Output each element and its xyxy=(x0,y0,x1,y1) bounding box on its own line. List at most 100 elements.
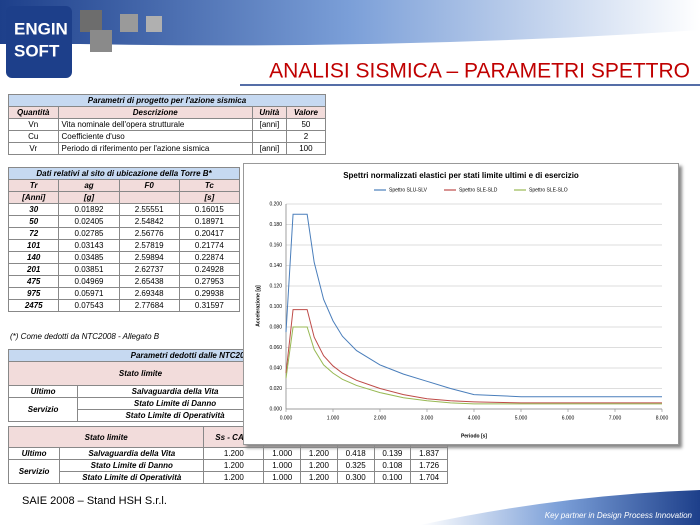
y-tick-label: 0.160 xyxy=(269,242,282,248)
table-cell: Unità xyxy=(251,106,287,119)
table-cell: 1.726 xyxy=(410,459,448,472)
footer-band xyxy=(420,490,700,525)
table-cell: 0.04969 xyxy=(58,275,120,288)
table-cell: 50 xyxy=(7,215,60,228)
table-cell: 0.139 xyxy=(373,447,412,460)
y-tick-label: 0.040 xyxy=(269,365,282,371)
x-tick-label: 7.000 xyxy=(609,415,622,421)
table-cell: 2.55551 xyxy=(118,203,180,216)
table-cell: 0.03485 xyxy=(58,251,120,264)
table-cell: 2475 xyxy=(7,299,60,312)
table-cell: Valore xyxy=(285,106,327,119)
table-cell: 0.20417 xyxy=(178,227,241,240)
table-row: Servizio Stato Limite di Danno 1.200 1.000 1… xyxy=(7,459,448,484)
logo-text: ENGIN xyxy=(14,19,68,38)
table-cell: 1.200 xyxy=(300,459,338,472)
slide-title: ANALISI SISMICA – PARAMETRI SPETTRO xyxy=(269,60,690,83)
table-cell: 1.200 xyxy=(203,447,265,460)
table-row: Cu Coefficiente d'uso 2 xyxy=(8,130,327,143)
table-cell: 0.18971 xyxy=(178,215,241,228)
table-cell xyxy=(251,130,287,143)
x-tick-label: 4.000 xyxy=(468,415,481,421)
site-table: Dati relativi al sito di ubicazione dell… xyxy=(7,167,241,312)
footer-right: Key partner in Design Process Innovation xyxy=(545,511,693,520)
table-row: 101 0.03143 2.57819 0.21774 xyxy=(7,239,241,252)
logo-box xyxy=(6,6,72,78)
legend-label: Spettro SLU-SLV xyxy=(389,187,428,193)
table-row: Dati relativi al sito di ubicazione dell… xyxy=(8,167,240,180)
table-cell: 0.03851 xyxy=(58,263,120,276)
table-cell: Servizio xyxy=(7,459,61,484)
table-cell: 1.000 xyxy=(263,447,302,460)
table-cell: 2.69348 xyxy=(118,287,180,300)
table-row: 50 0.02405 2.54842 0.18971 xyxy=(7,215,241,228)
table-cell: Vn xyxy=(8,118,59,131)
table-cell: [anni] xyxy=(251,142,287,155)
x-tick-label: 0.000 xyxy=(280,415,293,421)
table-cell: 2.56776 xyxy=(118,227,180,240)
logo-photo xyxy=(120,14,138,32)
table-cell: [anni] xyxy=(251,118,287,131)
table-cell: F0 xyxy=(118,179,180,192)
table-cell: Periodo di riferimento per l'azione sism… xyxy=(57,142,253,155)
table-cell: 140 xyxy=(7,251,60,264)
y-tick-label: 0.100 xyxy=(269,304,282,310)
y-tick-label: 0.060 xyxy=(269,345,282,351)
logo-photo xyxy=(80,10,102,32)
series-line xyxy=(285,309,662,404)
table-cell: 0.325 xyxy=(336,459,375,472)
chart: Spettri normalizzati elastici per stati … xyxy=(255,171,668,439)
table-cell: 0.29938 xyxy=(178,287,241,300)
table-cell: 50 xyxy=(285,118,327,131)
table-cell: 1.000 xyxy=(263,471,302,484)
table-cell: [s] xyxy=(178,191,241,204)
table-cell: [g] xyxy=(58,191,120,204)
table-cell: Stato limite xyxy=(7,426,205,448)
table-cell: 101 xyxy=(7,239,60,252)
design-table: Parametri di progetto per l'azione sismi… xyxy=(8,94,327,155)
logo-photo xyxy=(146,16,162,32)
table-row: Tr ag F0 Tc xyxy=(7,179,241,192)
table-cell: 201 xyxy=(7,263,60,276)
table-row: Vn Vita nominale dell'opera strutturale [a… xyxy=(8,118,327,131)
table-cell: 1.704 xyxy=(410,471,448,484)
site-note: (*) Come dedotti da NTC2008 - Allegato B xyxy=(10,332,160,341)
table-row: [Anni] [g] [s] xyxy=(7,191,241,204)
table-cell: Descrizione xyxy=(57,106,253,119)
table-cell: 72 xyxy=(7,227,60,240)
table-cell: 100 xyxy=(285,142,327,155)
table-row: 72 0.02785 2.56776 0.20417 xyxy=(7,227,241,240)
table-cell: Tr xyxy=(7,179,60,192)
table-cell: Parametri di progetto per l'azione sismi… xyxy=(8,94,326,107)
table-row: Vr Periodo di riferimento per l'azione si… xyxy=(8,142,327,155)
x-tick-label: 5.000 xyxy=(515,415,528,421)
table-cell: 1.200 xyxy=(300,471,338,484)
table-cell: 2 xyxy=(285,130,327,143)
table-cell: Salvaguardia della Vita xyxy=(59,447,205,460)
table-cell xyxy=(118,191,180,204)
table-cell: 0.418 xyxy=(336,447,375,460)
table-cell: Servizio xyxy=(7,397,79,422)
table-cell: Quantità xyxy=(8,106,59,119)
y-axis-label: Accelerazione [g] xyxy=(255,285,261,327)
table-cell: 1.000 xyxy=(263,459,302,472)
chart-frame: Spettri normalizzati elastici per stati … xyxy=(243,163,679,445)
table-row: Ultimo Salvaguardia della Vita 1.200 1.000 1… xyxy=(7,447,448,460)
table-cell: 30 xyxy=(7,203,60,216)
table-cell: Stato Limite di Operatività xyxy=(59,471,205,484)
chart-title: Spettri normalizzati elastici per stati … xyxy=(343,171,579,180)
table-cell: 0.22874 xyxy=(178,251,241,264)
series-line xyxy=(285,326,662,405)
table-cell: Dati relativi al sito di ubicazione dell… xyxy=(8,167,240,180)
table-cell: 1.200 xyxy=(203,459,265,472)
table-row: Stato Limite di Operatività 1.200 1.000 1.2… xyxy=(9,471,448,484)
table-row: 2475 0.07543 2.77684 0.31597 xyxy=(7,299,241,312)
x-tick-label: 2.000 xyxy=(374,415,387,421)
y-tick-label: 0.140 xyxy=(269,263,282,269)
table-cell: 0.16015 xyxy=(178,203,241,216)
table-cell: 0.27953 xyxy=(178,275,241,288)
table-cell: 0.02785 xyxy=(58,227,120,240)
table-cell: 2.65438 xyxy=(118,275,180,288)
table-cell: Vr xyxy=(8,142,59,155)
